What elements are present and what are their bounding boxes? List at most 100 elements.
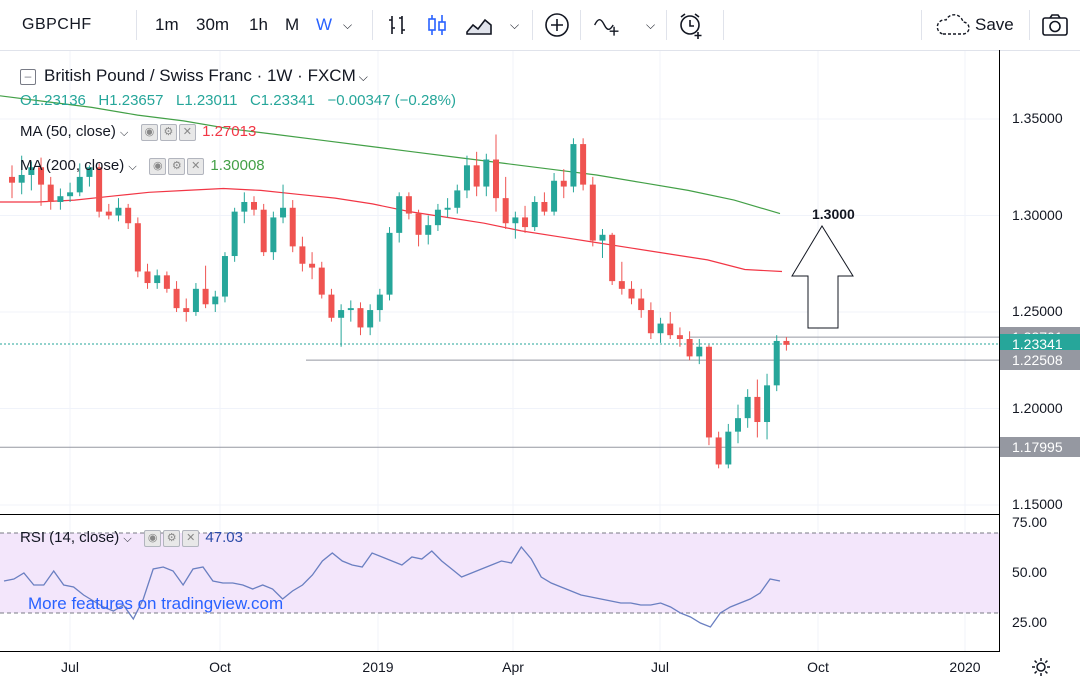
candle-body	[115, 207, 122, 216]
candle-body	[463, 165, 470, 191]
rsi-tick-label: 25.00	[1012, 614, 1048, 630]
change-value: −0.00347 (−0.28%)	[327, 92, 456, 109]
eye-icon[interactable]: ◉	[149, 157, 167, 175]
indicator-add-icon[interactable]	[542, 10, 572, 40]
ma200-label: MA (200, close)	[20, 157, 125, 174]
ma50-legend[interactable]: MA (50, close) ⌵ ◉ ⚙ ✕ 1.27013	[20, 123, 256, 141]
candle-body	[67, 192, 74, 197]
target-annotation: 1.3000	[791, 206, 855, 329]
ma50-label: MA (50, close)	[20, 123, 116, 140]
collapse-icon[interactable]: –	[20, 68, 36, 85]
time-axis-border	[0, 651, 1000, 652]
horizontal-levels	[0, 336, 999, 448]
eye-icon[interactable]: ◉	[144, 529, 162, 547]
save-button[interactable]: Save	[975, 15, 1014, 34]
time-tick-label: 2019	[362, 659, 394, 675]
candle-body	[676, 335, 683, 340]
candle-body	[686, 339, 693, 357]
candle-body	[76, 176, 83, 193]
candle-body	[444, 207, 451, 210]
close-icon[interactable]: ✕	[187, 157, 205, 175]
bar-style-icon[interactable]	[383, 10, 413, 40]
close-icon[interactable]: ✕	[182, 529, 200, 547]
candle-body	[212, 296, 219, 305]
top-toolbar: GBPCHF 1m 30m 1h M W ⌵ ⌵ ⌵ Save	[0, 0, 1080, 51]
time-tick-label: Jul	[61, 659, 79, 675]
symbol-search[interactable]: GBPCHF	[22, 16, 92, 33]
candle-body	[580, 144, 587, 185]
rsi-legend[interactable]: RSI (14, close) ⌵ ◉ ⚙ ✕ 47.03	[20, 529, 243, 547]
candle-body	[705, 346, 712, 438]
ma50-value: 1.27013	[202, 123, 257, 140]
candle-body	[18, 174, 25, 183]
candle-body	[328, 294, 335, 318]
candle-body	[618, 281, 625, 289]
candle-body	[454, 190, 461, 208]
candle-body	[434, 209, 441, 226]
candle-body	[134, 223, 141, 272]
toolbar-divider	[580, 10, 581, 40]
candle-style-icon[interactable]	[422, 10, 452, 40]
candlestick-series	[9, 134, 790, 469]
open-value: O1.23136	[20, 92, 86, 109]
price-tick-label: 1.20000	[1012, 399, 1063, 416]
gear-icon[interactable]: ⚙	[159, 123, 177, 141]
candle-body	[522, 217, 529, 228]
interval-dropdown-icon[interactable]: ⌵	[343, 18, 353, 32]
price-level-label: 1.17995	[1000, 437, 1080, 458]
close-icon[interactable]: ✕	[178, 123, 196, 141]
chevron-down-icon[interactable]: ⌵	[128, 161, 137, 173]
candle-body	[396, 196, 403, 233]
candle-body	[502, 198, 509, 224]
interval-1m-button[interactable]: 1m	[155, 15, 179, 34]
candle-body	[376, 294, 383, 311]
candle-body	[764, 385, 771, 423]
camera-icon[interactable]	[1040, 10, 1070, 40]
chevron-down-icon[interactable]: ⌵	[123, 533, 132, 545]
ma200-legend[interactable]: MA (200, close) ⌵ ◉ ⚙ ✕ 1.30008	[20, 157, 265, 175]
toolbar-divider	[1029, 10, 1030, 40]
cloud-save-icon[interactable]	[935, 10, 971, 40]
ma200-line	[0, 95, 781, 215]
rsi-label: RSI (14, close)	[20, 529, 120, 546]
interval-week-button[interactable]: W	[316, 15, 333, 34]
candle-body	[289, 207, 296, 247]
area-style-icon[interactable]	[464, 10, 494, 40]
candle-body	[241, 201, 248, 212]
candle-body	[725, 431, 732, 465]
promo-link[interactable]: More features on tradingview.com	[28, 594, 284, 613]
candle-body	[744, 396, 751, 419]
candle-body	[609, 234, 616, 282]
interval-1h-button[interactable]: 1h	[249, 15, 268, 34]
price-tick-label: 1.30000	[1012, 206, 1063, 223]
candle-body	[493, 159, 499, 199]
settings-gear-icon[interactable]	[1030, 656, 1052, 678]
eye-icon[interactable]: ◉	[140, 123, 158, 141]
interval-30m-button[interactable]: 30m	[196, 15, 230, 34]
candle-body	[105, 211, 112, 216]
candle-body	[628, 288, 635, 299]
candle-body	[531, 201, 538, 228]
chart-type-dropdown-icon[interactable]: ⌵	[510, 18, 520, 32]
gear-icon[interactable]: ⚙	[168, 157, 186, 175]
candle-body	[251, 201, 257, 210]
time-tick-label: Apr	[502, 659, 524, 675]
chevron-down-icon[interactable]: ⌵	[358, 70, 368, 84]
series-title: British Pound / Swiss Franc · 1W · FXCM	[44, 66, 356, 85]
pane-separator[interactable]	[0, 514, 1000, 515]
candle-body	[270, 217, 277, 253]
candle-body	[231, 211, 238, 257]
compare-dropdown-icon[interactable]: ⌵	[646, 18, 656, 32]
ohlc-values: O1.23136 H1.23657 L1.23011 C1.23341 −0.0…	[20, 92, 456, 109]
interval-month-button[interactable]: M	[285, 15, 300, 34]
chevron-down-icon[interactable]: ⌵	[120, 127, 129, 139]
candle-body	[318, 267, 325, 295]
gear-icon[interactable]: ⚙	[163, 529, 181, 547]
target-label: 1.3000	[812, 206, 855, 222]
compare-icon[interactable]	[592, 10, 622, 40]
candle-body	[347, 308, 354, 311]
alert-icon[interactable]	[676, 10, 706, 40]
series-legend[interactable]: – British Pound / Swiss Franc · 1W · FXCM…	[20, 66, 368, 86]
candle-body	[57, 196, 64, 202]
toolbar-divider	[921, 10, 922, 40]
